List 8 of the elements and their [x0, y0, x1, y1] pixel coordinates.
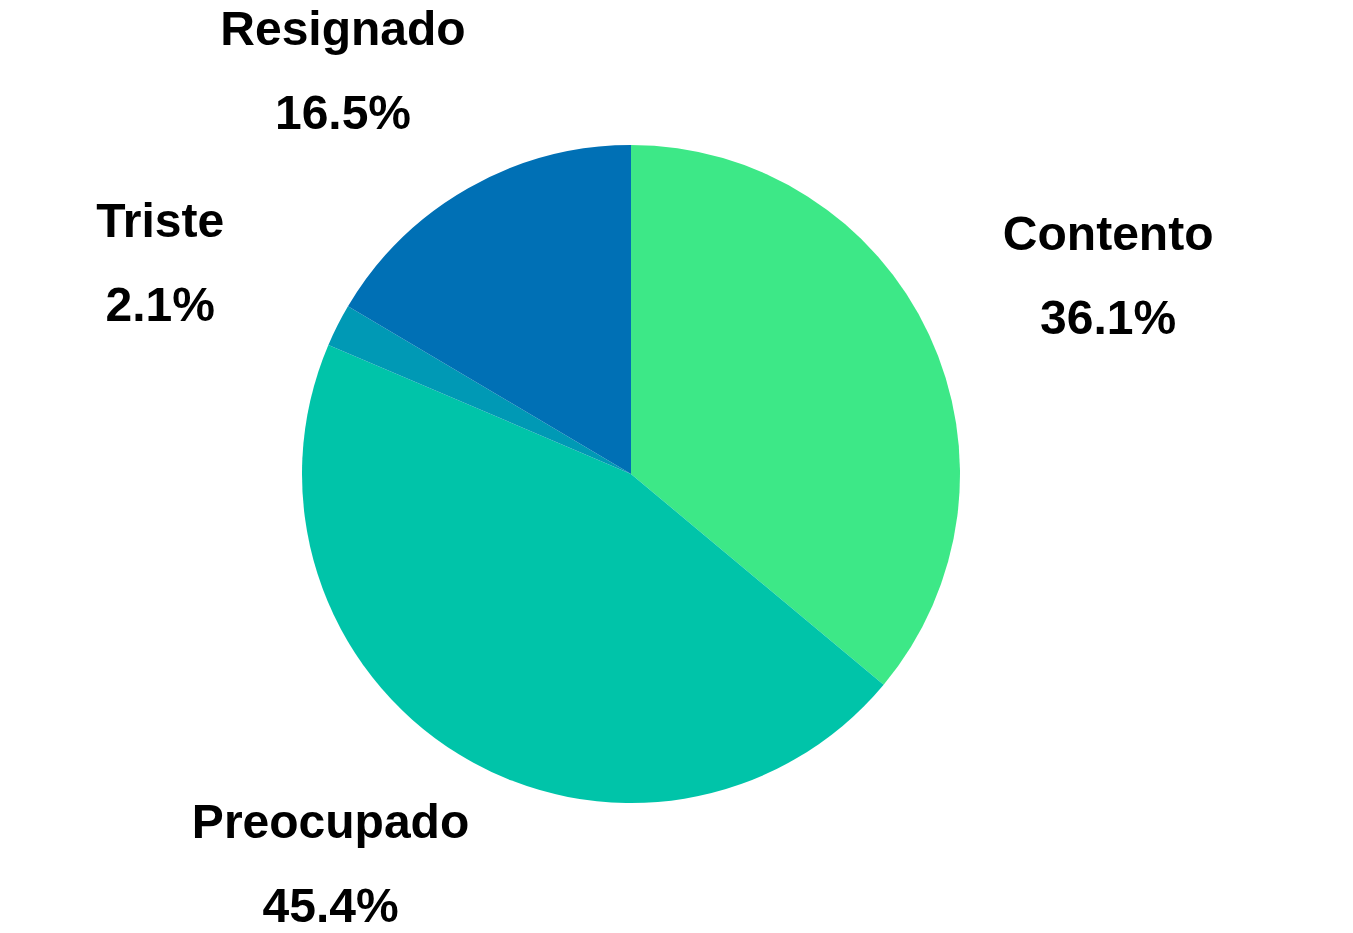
data-label: 36.1%: [1040, 290, 1177, 344]
slice-label: Triste: [96, 193, 225, 247]
data-label: 2.1%: [105, 277, 215, 331]
data-label: 45.4%: [262, 879, 399, 933]
slice-label: Contento: [1002, 206, 1214, 260]
slice-label: Preocupado: [191, 795, 470, 849]
data-label: 16.5%: [274, 86, 412, 140]
slice-label: Resignado: [220, 2, 466, 56]
